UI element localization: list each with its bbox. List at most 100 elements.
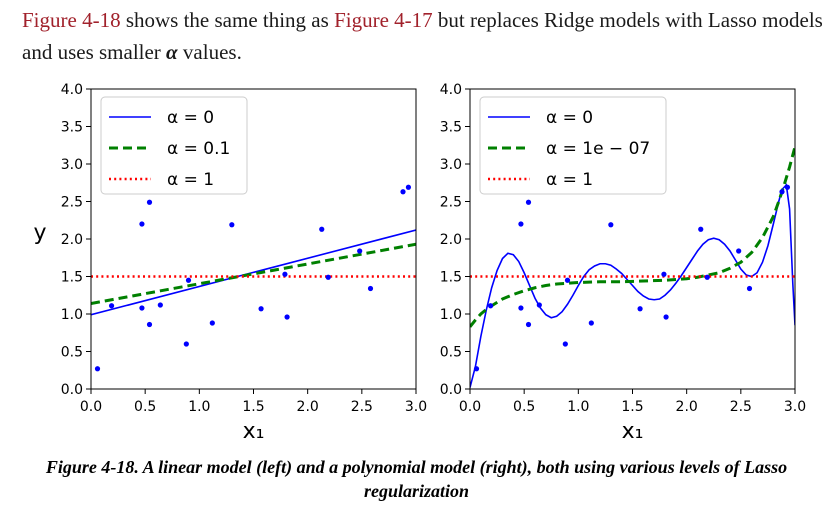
legend-label-1: α = 1e − 07 (546, 139, 650, 159)
data-point (779, 189, 785, 195)
x-tick-label: 0.5 (134, 399, 156, 415)
legend-label-2: α = 1 (167, 170, 214, 190)
data-point (229, 222, 235, 228)
x-tick-label: 3.0 (784, 399, 806, 415)
figure-ref-4-17[interactable]: Figure 4-17 (334, 8, 433, 32)
legend: α = 0 α = 0.1 α = 1 (100, 96, 248, 195)
y-axis-label: y (33, 220, 46, 245)
data-point (608, 222, 614, 228)
y-tick-label: 4.0 (61, 82, 83, 98)
data-point (518, 221, 524, 227)
y-tick-label: 2.0 (61, 232, 83, 248)
data-point (183, 341, 189, 347)
series-group (91, 229, 416, 316)
data-point (282, 271, 288, 277)
x-tick-label: 0.0 (80, 399, 102, 415)
legend-label-0: α = 0 (546, 108, 593, 128)
y-tick-label: 1.0 (61, 307, 83, 323)
y-tick-label: 0.0 (61, 382, 83, 398)
series-line-0 (91, 229, 416, 316)
y-tick-label: 3.5 (440, 120, 462, 136)
legend-box (100, 96, 248, 195)
legend-label-1: α = 0.1 (167, 139, 230, 159)
legend-label-2: α = 1 (546, 170, 593, 190)
x-tick-label: 0.5 (513, 399, 535, 415)
y-tick-label: 0.0 (440, 382, 462, 398)
y-tick-label: 1.5 (61, 270, 83, 286)
x-tick-label: 2.5 (730, 399, 752, 415)
data-point (400, 189, 406, 195)
data-point (209, 320, 215, 326)
data-point (536, 302, 542, 308)
data-point (473, 366, 480, 372)
scatter-points (94, 184, 412, 372)
data-point (525, 321, 532, 328)
x-tick-label: 1.5 (242, 399, 264, 415)
x-tick-label: 3.0 (405, 399, 427, 415)
data-point (405, 184, 412, 190)
data-point (185, 277, 192, 283)
data-point (661, 271, 667, 277)
data-point (357, 248, 363, 254)
x-axis-label: x₁ (243, 419, 265, 444)
data-point (487, 303, 494, 309)
x-axis-label: x₁ (622, 419, 644, 444)
x-tick-label: 1.5 (621, 399, 643, 415)
data-point (698, 226, 704, 232)
y-tick-label: 3.0 (440, 157, 462, 173)
data-point (325, 274, 331, 280)
y-tick-label: 0.5 (61, 345, 83, 361)
data-point (319, 226, 325, 232)
data-point (94, 366, 101, 372)
y-tick-label: 2.5 (61, 195, 83, 211)
data-point (146, 321, 153, 328)
data-point (525, 199, 532, 205)
y-tick-label: 4.0 (440, 82, 462, 98)
legend: α = 0 α = 1e − 07 α = 1 (479, 96, 667, 195)
data-point (157, 302, 163, 308)
y-tick-label: 1.0 (440, 307, 462, 323)
data-point (258, 306, 264, 312)
data-point (139, 305, 145, 311)
x-tick-label: 1.0 (188, 399, 210, 415)
alpha-symbol: α (166, 40, 178, 64)
y-tick-label: 0.5 (440, 345, 462, 361)
left-linear-plot: 0.0 0.5 1.0 1.5 2.0 2.5 3.0 0.0 0.5 1.0 1.5 2.0 2.5 3… (33, 82, 427, 444)
data-point (784, 184, 791, 190)
right-polynomial-plot: 0.0 0.5 1.0 1.5 2.0 2.5 3.0 0.0 0.5 1.0 1.5 2.0 2.5 3… (440, 82, 806, 444)
x-tick-label: 1.0 (567, 399, 589, 415)
intro-text-1: shows the same thing as (120, 8, 335, 32)
data-point (146, 199, 153, 205)
data-point (704, 274, 710, 280)
data-point (284, 314, 290, 320)
intro-text-3: values. (177, 40, 242, 64)
series-line-1 (470, 146, 795, 328)
data-point (564, 277, 571, 283)
data-point (139, 221, 145, 227)
x-tick-label: 2.0 (297, 399, 319, 415)
data-point (562, 341, 568, 347)
data-point (746, 285, 753, 292)
data-point (518, 305, 524, 311)
legend-label-0: α = 0 (167, 108, 214, 128)
series-line-0 (470, 183, 795, 388)
y-tick-label: 3.5 (61, 120, 83, 136)
x-tick-label: 0.0 (459, 399, 481, 415)
legend-box (479, 96, 667, 195)
x-tick-label: 2.0 (676, 399, 698, 415)
scatter-points (473, 184, 791, 372)
series-line-1 (91, 242, 416, 305)
figure-plots: 0.0 0.5 1.0 1.5 2.0 2.5 3.0 0.0 0.5 1.0 1.5 2.0 2.5 3… (33, 82, 806, 444)
series-group (470, 146, 795, 388)
data-point (588, 320, 594, 326)
data-point (367, 285, 374, 292)
intro-paragraph: Figure 4-18 shows the same thing as Figu… (22, 4, 827, 68)
y-tick-label: 2.0 (440, 232, 462, 248)
data-point (637, 306, 643, 312)
data-point (108, 303, 115, 309)
x-tick-label: 2.5 (351, 399, 373, 415)
data-point (736, 248, 742, 254)
figure-caption: Figure 4-18. A linear model (left) and a… (45, 457, 788, 501)
figure-ref-4-18[interactable]: Figure 4-18 (22, 8, 121, 32)
y-tick-label: 1.5 (440, 270, 462, 286)
